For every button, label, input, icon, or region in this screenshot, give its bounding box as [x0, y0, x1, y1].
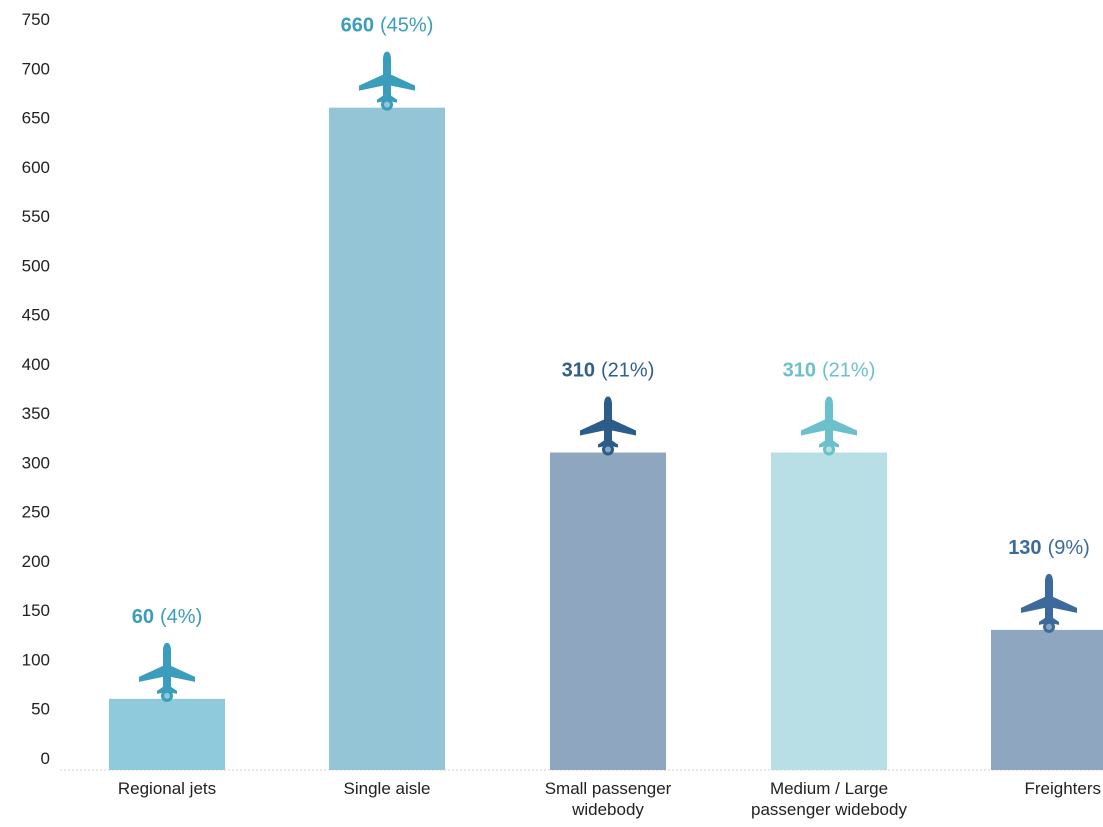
data-percent: (9%) [1048, 537, 1090, 559]
y-axis-ticks: 0 50 100 150 200 250 300 350 400 450 500 550 600 650 7… [22, 10, 50, 768]
category-label: Medium / Large passenger widebody [751, 779, 907, 819]
y-tick-label: 350 [22, 404, 50, 423]
category-label: Freighters [1024, 779, 1101, 798]
bar [109, 698, 225, 770]
data-label: 660 (45%) [341, 15, 434, 37]
y-tick-label: 600 [22, 158, 50, 177]
category-label: Small passenger widebody [545, 779, 672, 819]
y-tick-label: 150 [22, 601, 50, 620]
category-label-line: Freighters [1024, 779, 1101, 798]
data-value: 60 [132, 606, 154, 628]
y-tick-label: 750 [22, 10, 50, 29]
data-label: 310 (21%) [562, 360, 655, 382]
bar [329, 107, 445, 771]
y-tick-label: 50 [31, 700, 50, 719]
data-percent: (21%) [822, 360, 875, 382]
data-value: 660 [341, 15, 374, 37]
data-label: 60 (4%) [132, 606, 202, 628]
airplane-icon [1021, 573, 1077, 633]
y-tick-label: 700 [22, 59, 50, 78]
y-tick-label: 500 [22, 256, 50, 275]
category-label: Regional jets [118, 779, 216, 798]
category-label: Single aisle [344, 779, 431, 798]
bar [771, 452, 887, 770]
category-label-line: Single aisle [344, 779, 431, 798]
data-label: 310 (21%) [783, 360, 876, 382]
y-tick-label: 550 [22, 207, 50, 226]
y-tick-label: 0 [41, 749, 50, 768]
bar [991, 629, 1103, 770]
y-tick-label: 650 [22, 109, 50, 128]
data-percent: (21%) [601, 360, 654, 382]
data-percent: (4%) [160, 606, 202, 628]
y-tick-label: 250 [22, 503, 50, 522]
bar [550, 452, 666, 770]
airplane-icon [139, 642, 195, 702]
category-label-line: Medium / Large [770, 779, 888, 798]
category-label-line: widebody [571, 800, 644, 819]
category-label-line: Regional jets [118, 779, 216, 798]
y-tick-label: 300 [22, 453, 50, 472]
y-tick-label: 450 [22, 306, 50, 325]
data-value: 310 [783, 360, 816, 382]
bars-group: 60 (4%) 660 (45%) 310 (21%) 310 (21%) 130 (9%) [109, 15, 1103, 771]
data-value: 130 [1008, 537, 1041, 559]
y-tick-label: 200 [22, 552, 50, 571]
airplane-icon [359, 51, 415, 111]
data-percent: (45%) [380, 15, 433, 37]
data-label: 130 (9%) [1008, 537, 1090, 559]
airplane-icon [801, 396, 857, 456]
y-tick-label: 400 [22, 355, 50, 374]
category-labels: Regional jets Single aisle Small passenger… [118, 779, 1101, 819]
category-label-line: Small passenger [545, 779, 672, 798]
airplane-icon [580, 396, 636, 456]
y-tick-label: 100 [22, 650, 50, 669]
data-value: 310 [562, 360, 595, 382]
category-label-line: passenger widebody [751, 800, 907, 819]
